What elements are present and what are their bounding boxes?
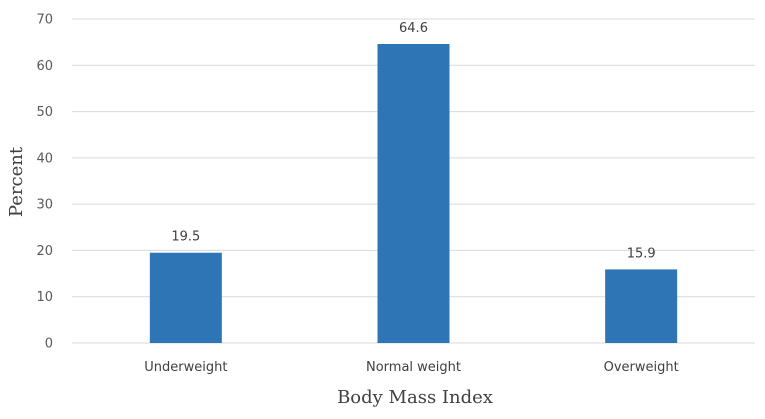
y-tick-label: 0	[45, 337, 53, 352]
y-tick-label: 50	[36, 105, 53, 120]
y-tick-label: 60	[36, 59, 53, 74]
x-axis-category-labels: Underweight Normal weight Overweight	[144, 360, 678, 375]
y-axis-tick-labels: 0 10 20 30 40 50 60 70	[36, 13, 53, 352]
data-label: 15.9	[627, 246, 656, 261]
bar	[377, 43, 450, 343]
y-tick-label: 20	[36, 244, 53, 259]
y-tick-label: 70	[36, 13, 53, 28]
data-label: 19.5	[171, 230, 200, 245]
data-labels: 19.5 64.6 15.9	[171, 21, 655, 261]
y-tick-label: 30	[36, 198, 53, 213]
y-tick-label: 40	[36, 151, 53, 166]
x-category-label: Normal weight	[366, 360, 461, 375]
y-tick-label: 10	[36, 290, 53, 305]
x-category-label: Overweight	[604, 360, 679, 375]
bars	[149, 43, 678, 343]
x-axis-title: Body Mass Index	[337, 387, 493, 408]
data-label: 64.6	[399, 21, 428, 36]
bar	[605, 269, 678, 343]
x-category-label: Underweight	[144, 360, 227, 375]
bar	[149, 252, 222, 343]
y-axis-title: Percent	[6, 146, 27, 217]
